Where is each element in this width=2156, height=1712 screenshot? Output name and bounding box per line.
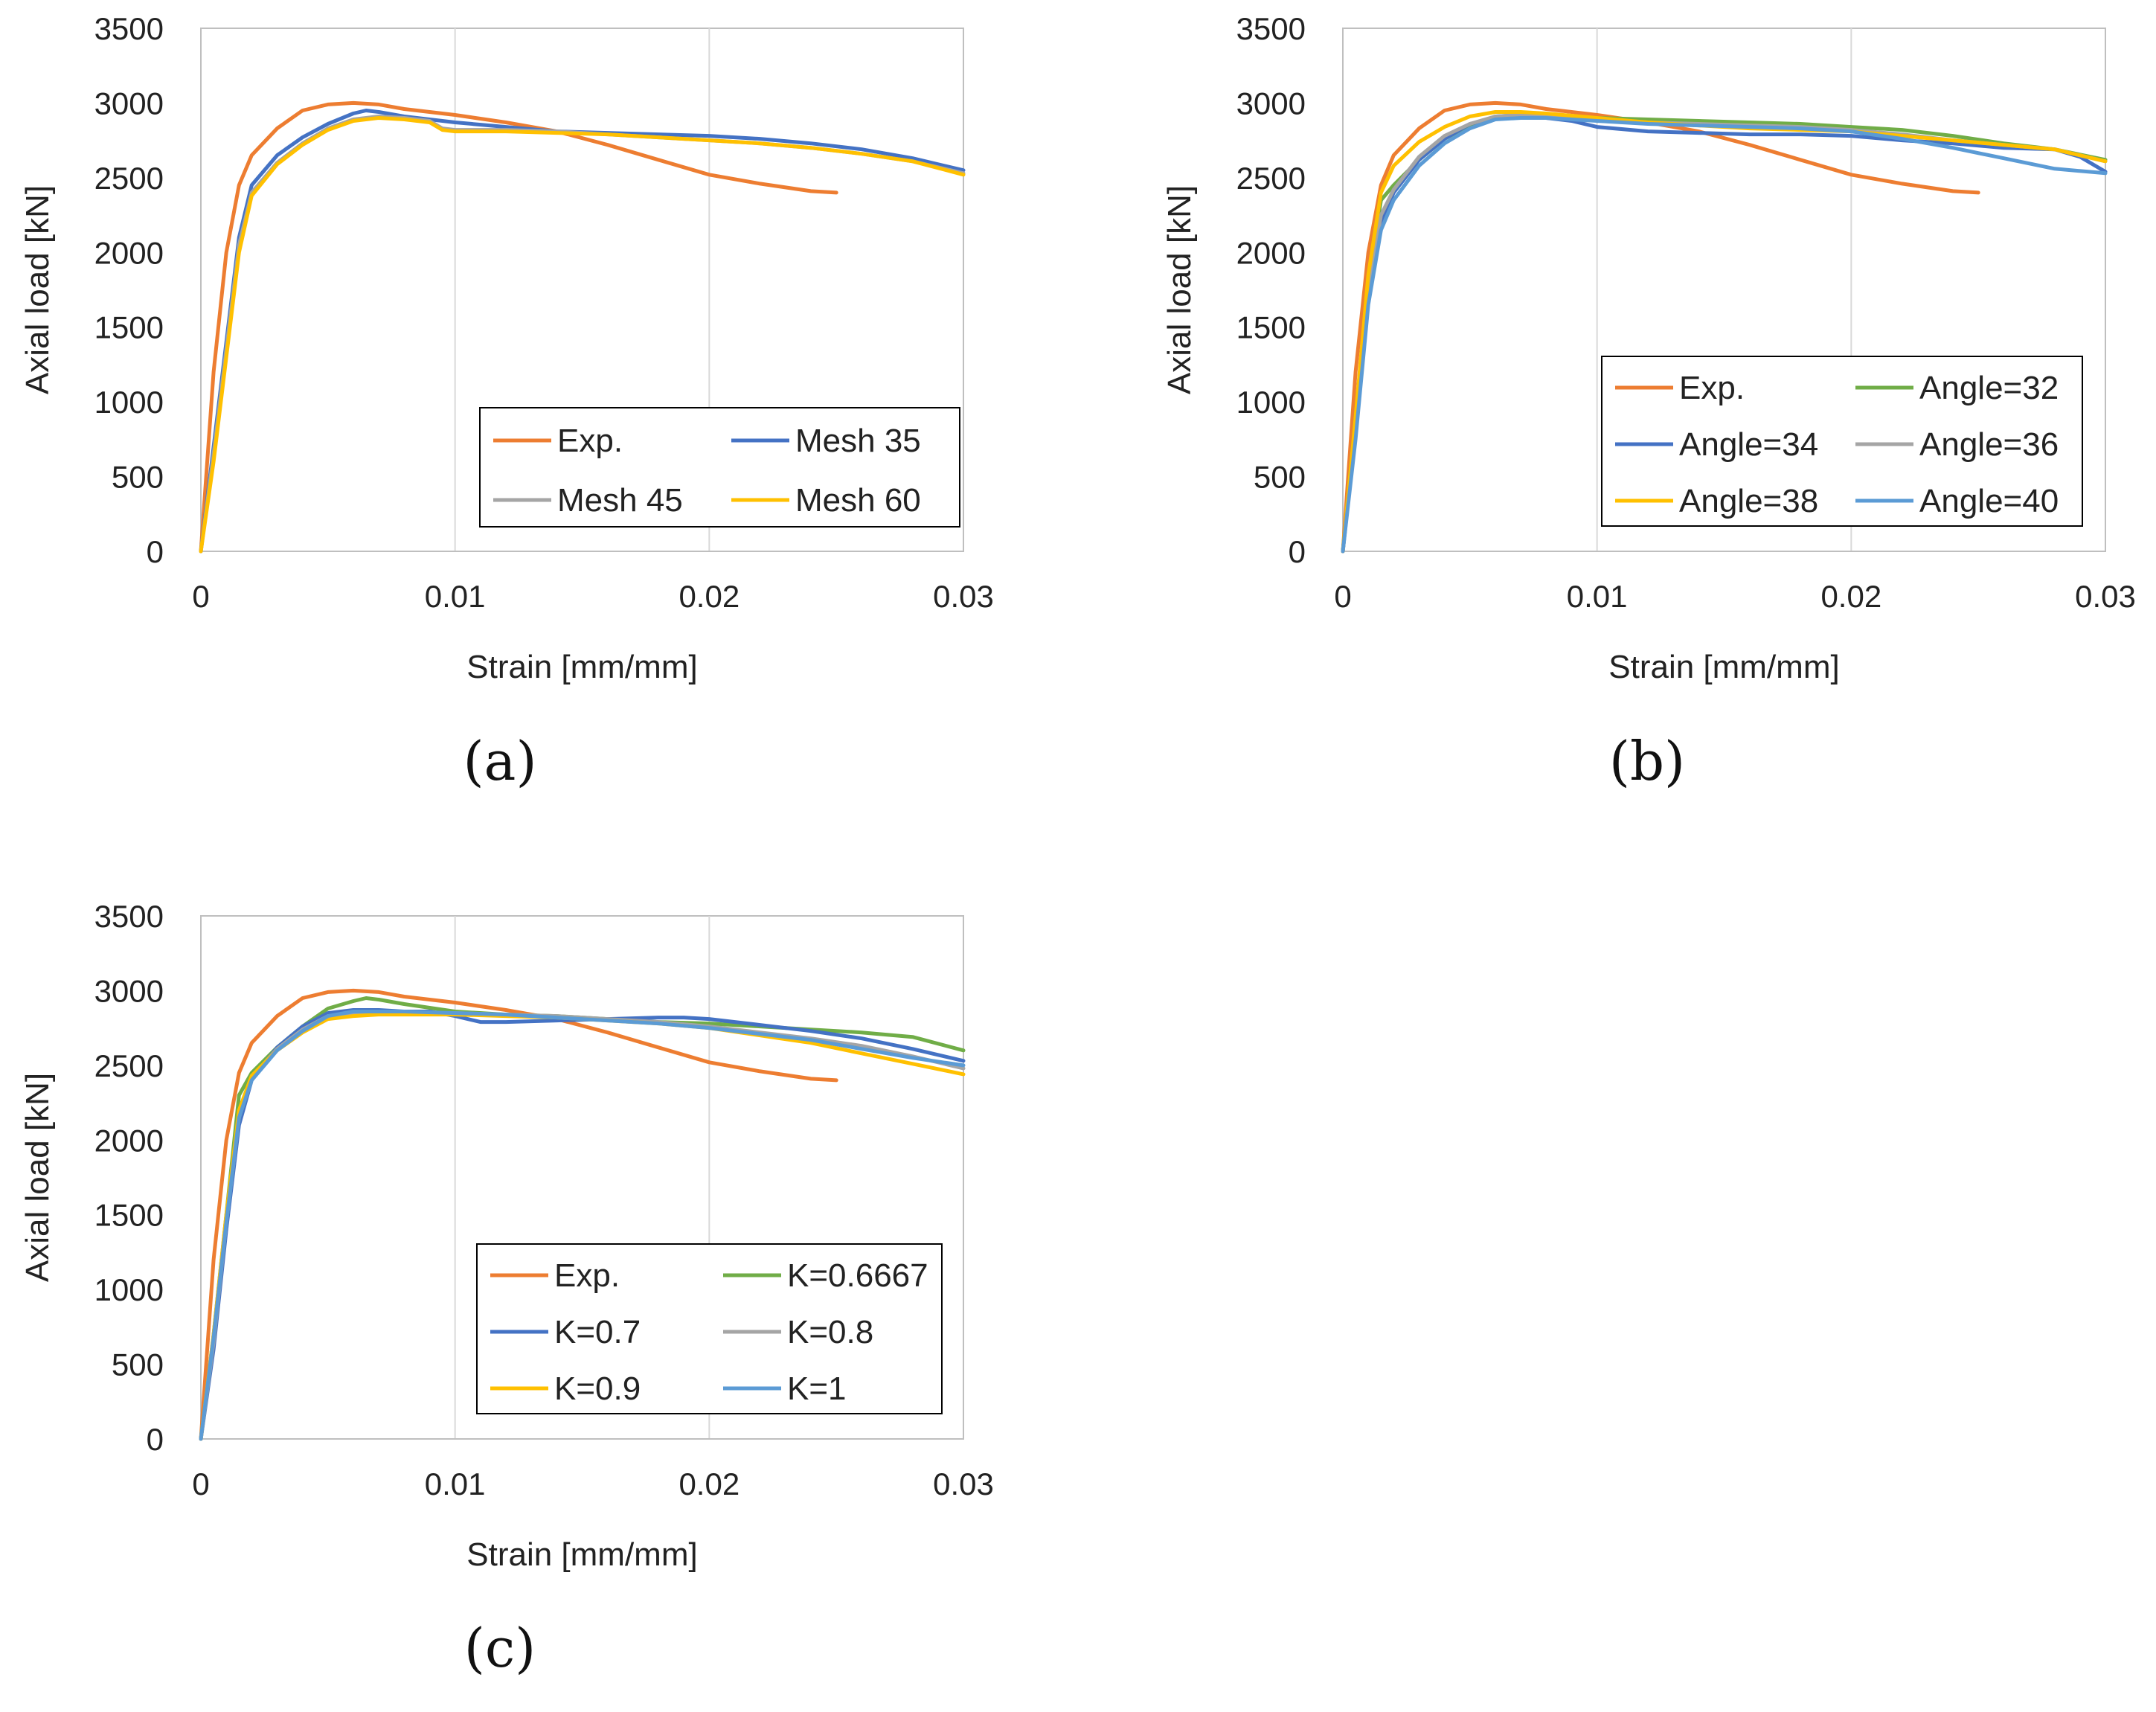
chart-panel-b: 0 0.01 0.02 0.03 0 500 1000 1500 2000 2500 3000 350…	[1161, 11, 2136, 792]
legend-label-k-0-7: K=0.7	[554, 1314, 641, 1350]
legend-label-k-0-8: K=0.8	[787, 1314, 873, 1350]
y-axis-title: Axial load [kN]	[19, 185, 56, 394]
x-tick-label: 0	[1334, 579, 1351, 614]
y-tick-label: 1000	[94, 1272, 164, 1307]
legend-label-k-0-6667: K=0.6667	[787, 1257, 928, 1294]
y-tick-label: 500	[112, 460, 164, 495]
y-axis-title: Axial load [kN]	[19, 1073, 56, 1282]
legend-label-angle-32: Angle=32	[1919, 370, 2059, 406]
legend-label-mesh-35: Mesh 35	[795, 423, 921, 459]
y-tick-label: 1500	[94, 1198, 164, 1233]
y-tick-label: 0	[147, 534, 164, 569]
y-tick-label: 1000	[1236, 385, 1306, 420]
x-tick-label: 0.03	[2075, 579, 2136, 614]
panel-caption-a: (a)	[463, 730, 536, 792]
x-tick-label: 0.01	[425, 579, 486, 614]
y-axis-title: Axial load [kN]	[1161, 185, 1198, 394]
y-tick-label: 0	[1289, 534, 1306, 569]
y-tick-label: 1500	[1236, 310, 1306, 345]
series-line-exp	[199, 100, 838, 554]
series-line-exp	[1341, 100, 1980, 554]
y-tick-label: 3500	[94, 899, 164, 934]
y-tick-label: 2500	[94, 161, 164, 196]
legend-label-angle-36: Angle=36	[1919, 426, 2059, 463]
y-tick-label: 2000	[1236, 235, 1306, 270]
x-tick-label: 0	[192, 579, 209, 614]
series-line-mesh-60	[199, 116, 966, 554]
legend-label-angle-38: Angle=38	[1679, 483, 1818, 519]
x-tick-label: 0.03	[933, 1466, 994, 1501]
legend-box	[1601, 356, 2083, 527]
x-tick-label: 0.01	[1567, 579, 1628, 614]
legend-label-k-1: K=1	[787, 1370, 847, 1407]
y-tick-label: 1000	[94, 385, 164, 420]
series-line-angle-38	[1341, 110, 2108, 554]
y-tick-label: 2500	[1236, 161, 1306, 196]
y-tick-label: 2000	[94, 235, 164, 270]
x-tick-label: 0	[192, 1466, 209, 1501]
chart-panel-a: 0 0.01 0.02 0.03 0 500 1000 1500 2000 2500 3000 350…	[19, 11, 994, 792]
legend-box	[476, 1243, 943, 1414]
y-tick-label: 3500	[94, 11, 164, 46]
legend-label-exp: Exp.	[557, 423, 623, 459]
x-axis-title: Strain [mm/mm]	[466, 1536, 697, 1573]
y-tick-label: 500	[1254, 460, 1306, 495]
legend-box	[479, 407, 960, 528]
x-axis-title: Strain [mm/mm]	[466, 649, 697, 685]
x-axis-title: Strain [mm/mm]	[1608, 649, 1839, 685]
x-tick-label: 0.01	[425, 1466, 486, 1501]
y-tick-label: 3500	[1236, 11, 1306, 46]
legend-label-mesh-45: Mesh 45	[557, 482, 683, 519]
y-tick-label: 3000	[94, 973, 164, 1008]
series-line-k-1	[199, 1010, 966, 1441]
y-tick-label: 1500	[94, 310, 164, 345]
legend-label-angle-34: Angle=34	[1679, 426, 1818, 463]
legend-label-mesh-60: Mesh 60	[795, 482, 921, 519]
x-tick-label: 0.02	[678, 579, 739, 614]
series-line-angle-40	[1341, 116, 2108, 554]
chart-panel-c: 0 0.01 0.02 0.03 0 500 1000 1500 2000 2500 3000 350…	[19, 899, 994, 1679]
legend-label-exp: Exp.	[554, 1257, 620, 1294]
panel-caption-b: (b)	[1609, 730, 1685, 792]
x-tick-label: 0.02	[678, 1466, 739, 1501]
y-tick-label: 500	[112, 1347, 164, 1382]
y-tick-label: 3000	[94, 86, 164, 121]
series-line-exp	[199, 988, 838, 1441]
y-tick-label: 2500	[94, 1048, 164, 1083]
y-tick-label: 2000	[94, 1123, 164, 1158]
legend-label-exp: Exp.	[1679, 370, 1745, 406]
legend-label-k-0-9: K=0.9	[554, 1370, 641, 1407]
y-tick-label: 3000	[1236, 86, 1306, 121]
x-tick-label: 0.03	[933, 579, 994, 614]
panel-caption-c: (c)	[464, 1617, 536, 1679]
x-tick-label: 0.02	[1820, 579, 1881, 614]
legend-label-angle-40: Angle=40	[1919, 483, 2059, 519]
y-tick-label: 0	[147, 1422, 164, 1457]
series-line-k-0-9	[199, 1013, 966, 1441]
